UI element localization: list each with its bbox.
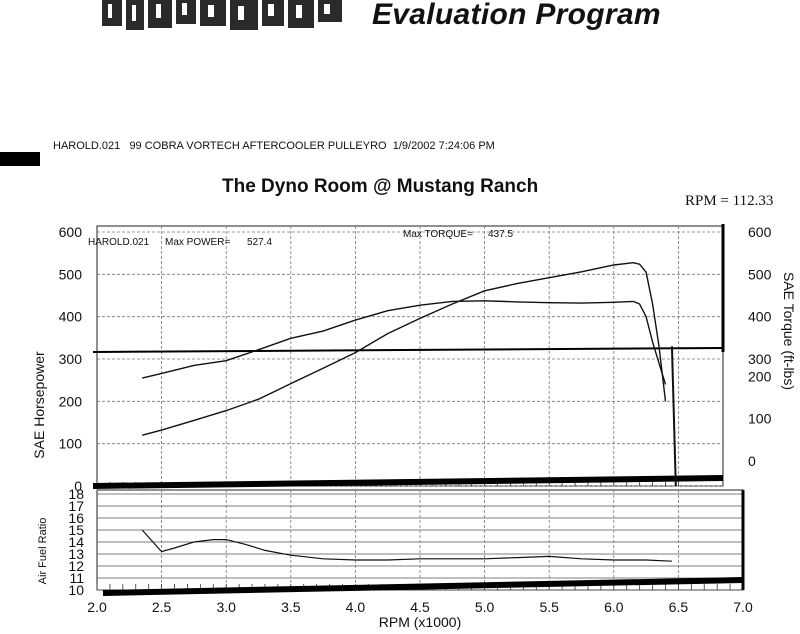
rpm-tick-label: 2.5: [152, 599, 172, 615]
afr-tick-label: 15: [68, 522, 84, 538]
afr-tick-label: 10: [68, 582, 84, 598]
run-marker-block: [0, 152, 40, 166]
rpm-tick-label: 5.5: [539, 599, 559, 615]
afr-tick-label: 18: [68, 486, 84, 502]
rpm-tick-label: 4.5: [410, 599, 430, 615]
rpm-tick-label: 5.0: [475, 599, 495, 615]
lower-series: [141, 529, 672, 562]
afr-tick-label: 12: [68, 558, 84, 574]
torque-tick-label: 100: [748, 411, 772, 427]
run-timestamp: 1/9/2002 7:24:06 PM: [392, 140, 495, 152]
afr-tick-label: 14: [68, 534, 84, 550]
torque-tick-label: 600: [748, 224, 772, 240]
hp-tick-label: 600: [59, 224, 83, 240]
torque-tick-label: 400: [748, 309, 772, 325]
max-torque-label: Max TORQUE=: [403, 229, 473, 240]
hp-tick-label: 0: [74, 478, 82, 494]
run-header: HAROLD.021 99 COBRA VORTECH AFTERCOOLER …: [53, 140, 495, 152]
upper-panel-border: [96, 225, 724, 487]
rpm-tick-label: 6.0: [604, 599, 624, 615]
torque-tick-label: 200: [748, 368, 772, 384]
max-run-label: HAROLD.021: [88, 237, 150, 248]
max-torque-value: 437.5: [488, 229, 513, 240]
chart-title: The Dyno Room @ Mustang Ranch: [222, 176, 539, 197]
run-description: 99 COBRA VORTECH AFTERCOOLER PULLEYRO: [129, 140, 387, 152]
afr-tick-label: 16: [68, 510, 84, 526]
rpm-cursor-line: [670, 346, 677, 487]
hp-tick-label: 200: [59, 393, 83, 409]
afr-axis-label: Air Fuel Ratio: [37, 518, 49, 585]
winpep-logo: [92, 0, 354, 38]
program-title: Evaluation Program: [372, 0, 661, 31]
hp-tick-label: 400: [59, 309, 83, 325]
rpm-value: 112.33: [732, 193, 774, 209]
max-power-value: 527.4: [247, 237, 272, 248]
lower-panel: [96, 489, 745, 596]
run-file: HAROLD.021: [53, 140, 121, 152]
rpm-tick-label: 2.0: [87, 599, 107, 615]
hp-axis-label: SAE Horsepower: [31, 351, 47, 459]
hp-tick-label: 300: [59, 351, 83, 367]
afr-tick-label: 13: [68, 546, 84, 562]
torque-line: [142, 300, 667, 385]
torque-axis-label: SAE Torque (ft-lbs): [781, 272, 797, 390]
rpm-tick-label: 3.5: [281, 599, 301, 615]
scan-seam: [92, 347, 724, 353]
torque-tick-label: 300: [748, 351, 772, 367]
horsepower-line: [142, 261, 667, 436]
rpm-tick-label: 4.0: [346, 599, 366, 615]
rpm-tick-label: 3.0: [216, 599, 236, 615]
hp-tick-label: 500: [59, 266, 83, 282]
lower-bottom-axis: [102, 577, 744, 596]
afr-tick-label: 17: [68, 498, 84, 514]
rpm-axis-label: RPM (x1000): [379, 614, 461, 630]
upper-panel: [92, 224, 725, 489]
rpm-axis-ticks: 2.0 2.5 3.0 3.5 4.0 4.5 5.0 5.5 6.0 6.5 7.0: [87, 599, 753, 615]
torque-tick-label: 0: [748, 453, 756, 469]
max-power-label: Max POWER=: [165, 237, 230, 248]
rpm-tick-label: 7.0: [733, 599, 753, 615]
torque-tick-label: 500: [748, 266, 772, 282]
rpm-label: RPM =: [685, 193, 729, 209]
rpm-tick-label: 6.5: [669, 599, 689, 615]
hp-tick-label: 100: [59, 436, 83, 452]
rpm-readout: RPM = 112.33: [685, 193, 773, 210]
upper-series: [142, 261, 677, 487]
afr-tick-label: 11: [69, 570, 84, 586]
hp-axis-ticks: 0 100 200 300 400 500 600: [59, 224, 83, 494]
air-fuel-ratio-line: [141, 529, 672, 562]
upper-zero-baseline: [92, 475, 724, 489]
